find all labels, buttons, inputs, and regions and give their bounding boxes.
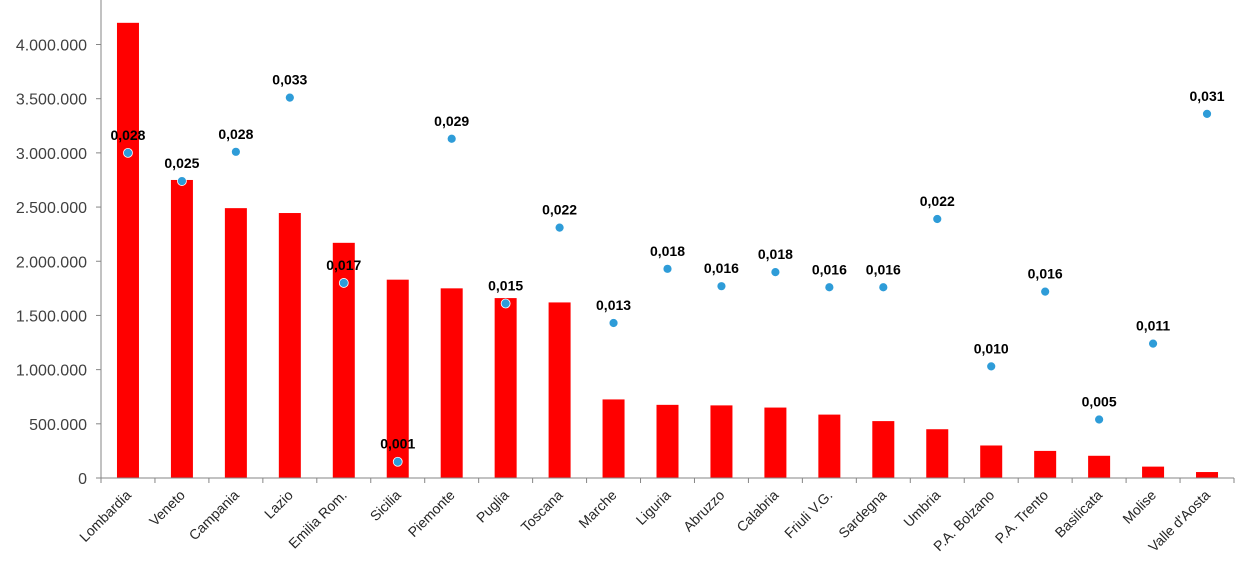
data-label: 0,018 [758,246,793,262]
bar [1088,455,1111,478]
bar [1034,450,1057,478]
x-tick-label: Sardegna [835,487,889,541]
y-tick-label: 2.000.000 [16,254,87,271]
bars [116,22,1219,479]
data-label: 0,001 [380,436,415,452]
data-label: 0,022 [542,202,577,218]
x-tick-label: Marche [575,487,619,531]
data-point [1148,338,1158,349]
x-tick-label: Friuli V.G. [781,487,835,541]
bar [656,404,679,478]
data-point [338,278,349,288]
bar [224,208,247,479]
data-point [392,456,403,467]
y-tick-label: 3.500.000 [16,92,87,109]
x-tick-label: P.A. Trento [992,487,1052,547]
data-label: 0,015 [488,278,523,294]
data-point [446,133,457,144]
data-point [878,282,889,293]
data-label: 0,016 [812,261,847,277]
data-points: 0,028 0,025 0,028 0,033 0,017 0,001 0,029 0,015… [110,72,1225,467]
data-label: 0,011 [1136,318,1170,334]
x-tick-label: Campania [186,487,243,544]
data-label: 0,010 [974,340,1009,356]
x-tick-label: Liguria [633,487,674,528]
x-tick-label: Puglia [473,487,512,526]
bar [926,429,949,478]
data-label: 0,029 [434,113,469,129]
bar [332,242,355,478]
data-point [770,267,781,277]
data-label: 0,005 [1082,393,1117,409]
y-tick-label: 500.000 [29,417,87,434]
bar [548,302,571,478]
data-label: 0,016 [704,260,739,276]
data-point [500,298,511,309]
y-tick-label: 0 [78,471,87,488]
data-label: 0,016 [1028,266,1063,282]
data-label: 0,031 [1190,88,1225,104]
data-point [608,318,619,328]
data-point [123,147,133,158]
data-point [932,214,943,224]
x-tick-label: Umbria [900,487,943,530]
y-tick-label: 4.000.000 [16,38,87,55]
bar [602,399,625,478]
bar [494,298,517,478]
x-tick-label: Veneto [146,487,188,529]
bar [440,288,463,478]
data-point [824,282,835,293]
bar [170,179,193,478]
data-point [662,263,673,274]
data-label: 0,017 [326,257,361,273]
y-tick-label: 1.000.000 [16,363,87,380]
data-label: 0,028 [218,126,253,142]
data-point [554,222,565,233]
x-tick-label: Sicilia [367,487,404,524]
data-point [284,92,295,103]
bar [818,414,841,478]
bar [386,279,409,478]
x-tick-label: Basilicata [1052,487,1106,541]
data-point [716,281,727,292]
bar [980,445,1003,478]
bar [764,407,787,478]
x-tick-label: Calabria [733,487,781,535]
x-tick-label: Toscana [518,487,566,535]
y-tick-label: 3.000.000 [16,146,87,163]
x-tick-label: Piemonte [405,487,458,540]
data-label: 0,013 [596,297,631,313]
bar [278,213,301,478]
bar [1142,466,1165,478]
data-point [1094,414,1105,425]
x-tick-label: Lombardia [76,487,134,545]
y-tick-label: 2.500.000 [16,200,87,217]
data-label: 0,018 [650,243,685,259]
data-label: 0,022 [920,193,955,209]
data-point [1040,286,1051,297]
data-label: 0,033 [272,72,307,88]
y-axis: 0 500.000 1.000.000 1.500.000 2.000.000 2.500… [16,0,102,488]
x-tick-label: Molise [1119,487,1159,527]
data-point [1202,108,1212,119]
data-point [177,176,187,186]
y-tick-label: 1.500.000 [16,308,87,325]
data-label: 0,025 [164,155,199,171]
x-tick-label: Emilia Rom. [285,487,350,552]
data-label: 0,028 [110,127,145,143]
x-tick-label: Lazio [261,487,296,522]
data-point [986,361,997,372]
bar [116,22,139,478]
data-label: 0,016 [866,261,901,277]
data-point [230,146,241,157]
bar [872,421,895,478]
x-tick-label: Abruzzo [680,487,728,535]
bar [710,405,733,478]
bar [1196,472,1219,478]
